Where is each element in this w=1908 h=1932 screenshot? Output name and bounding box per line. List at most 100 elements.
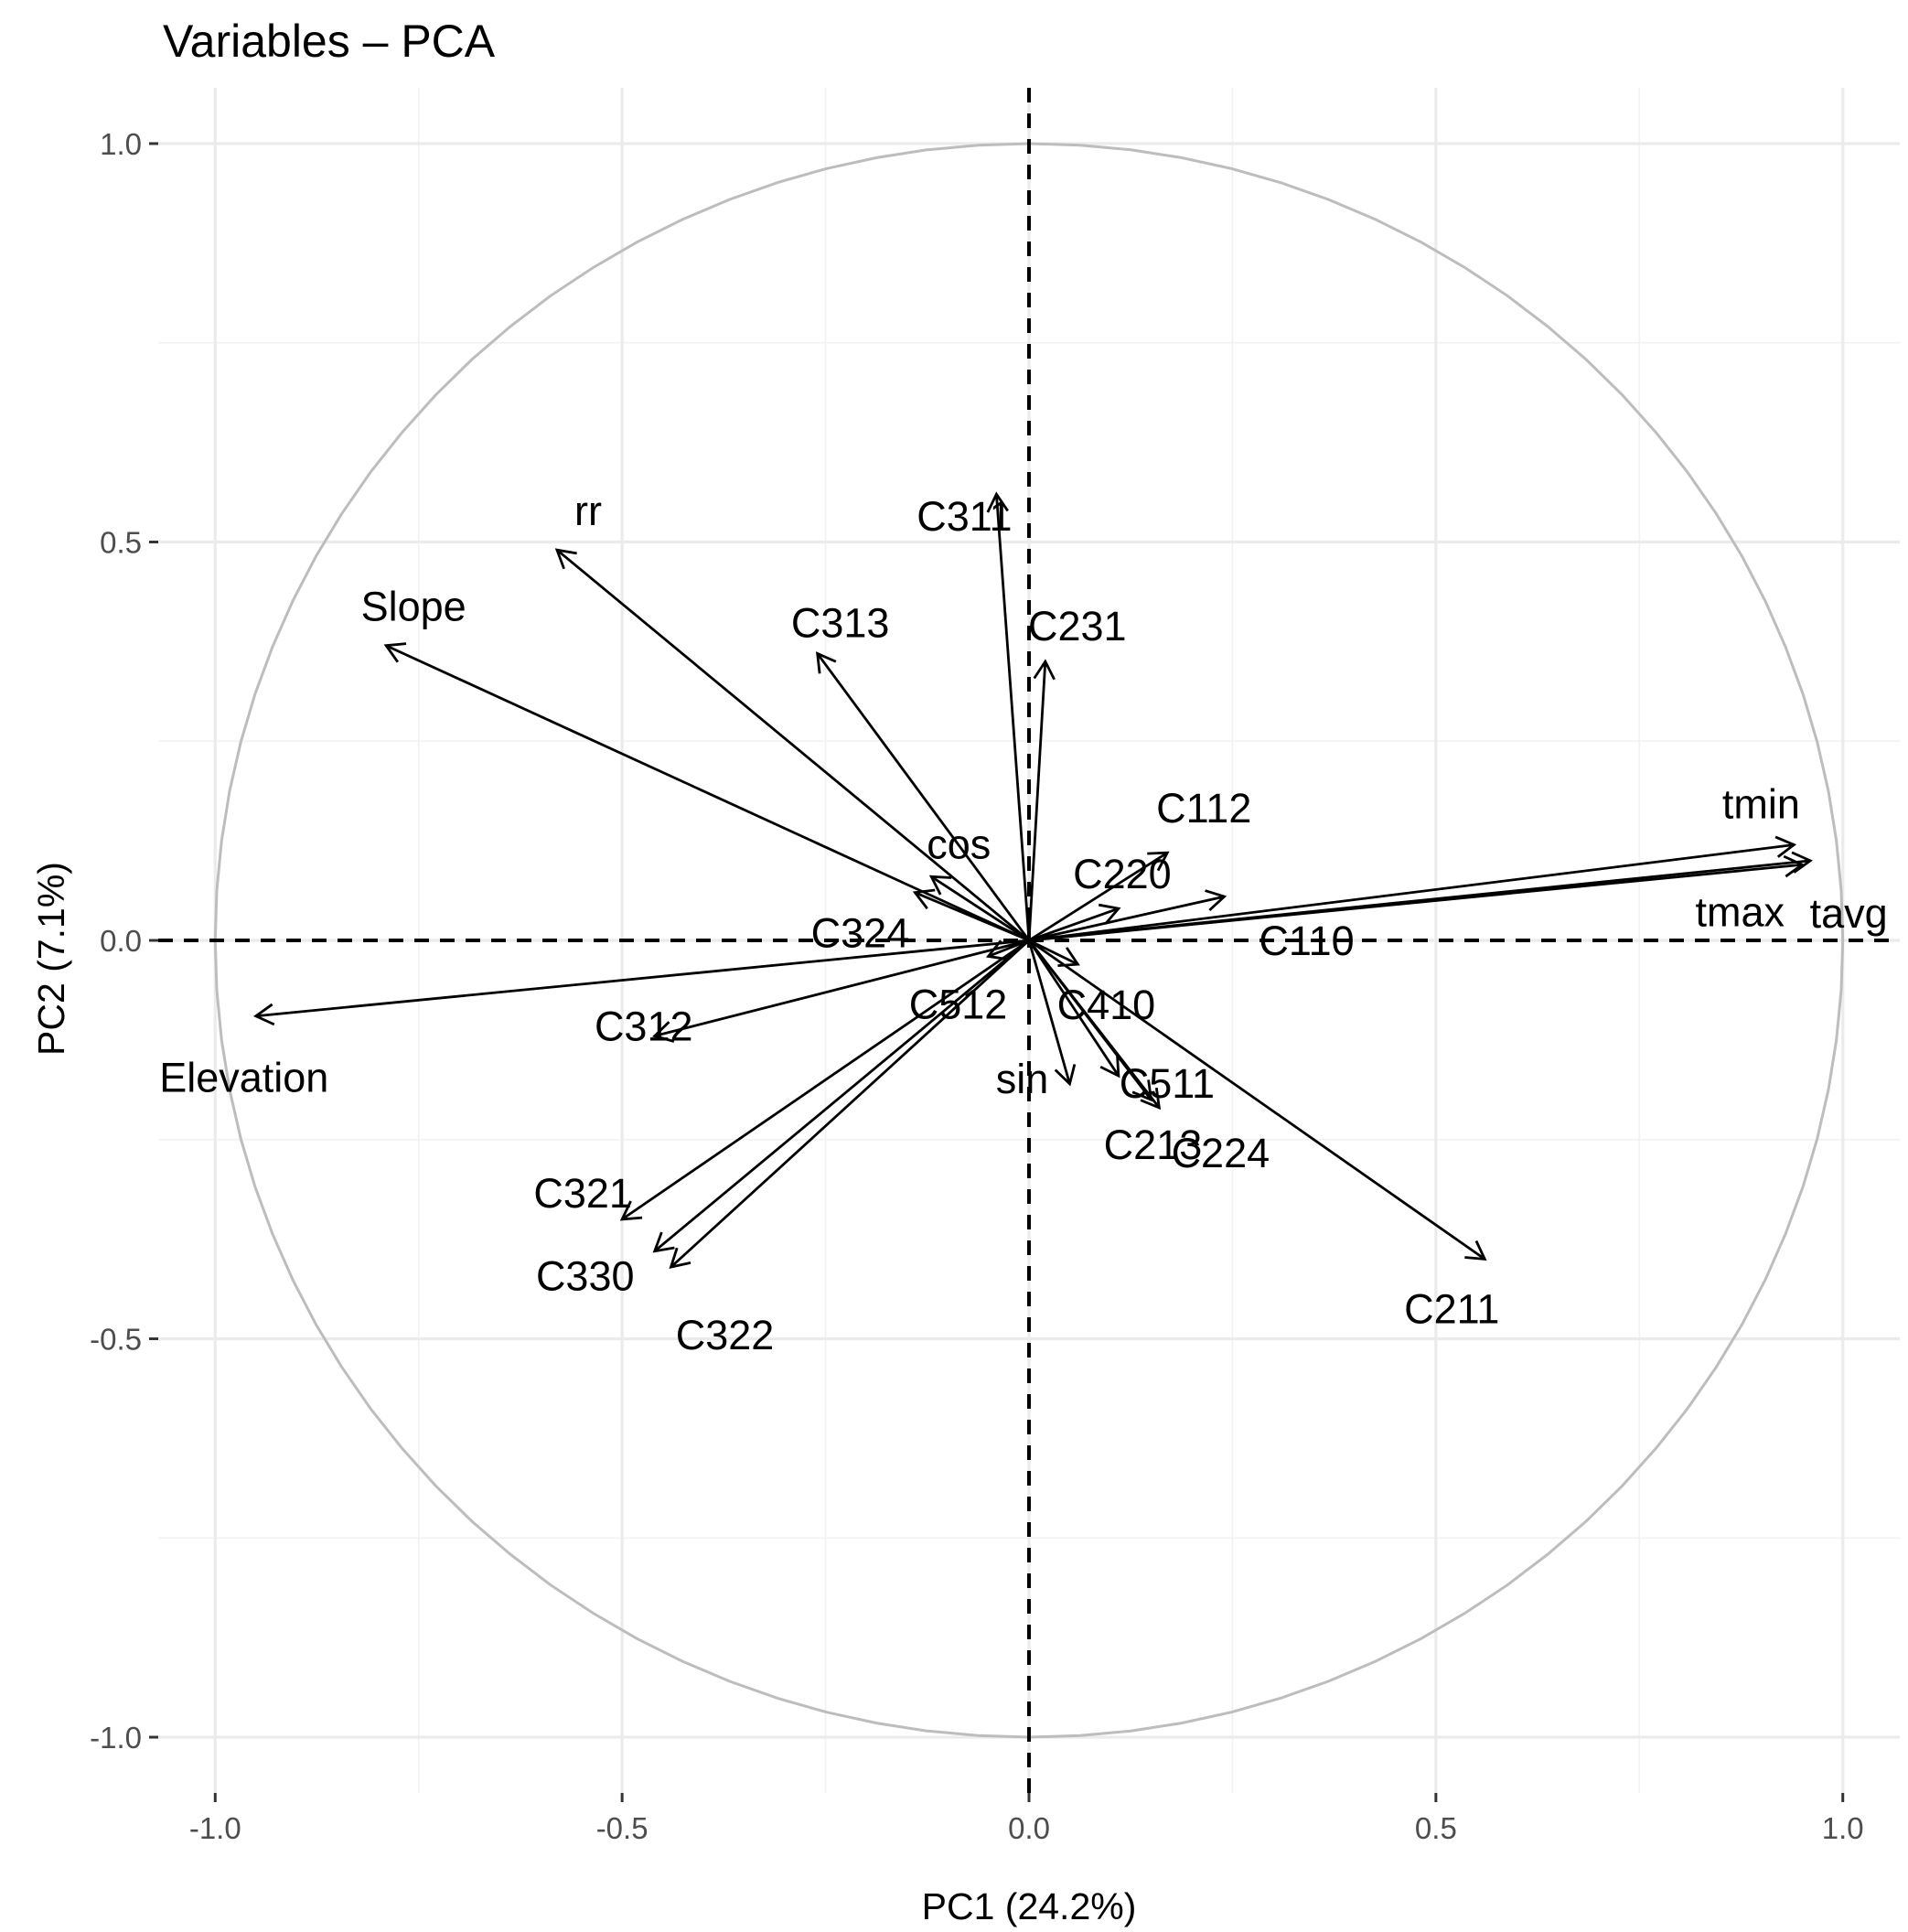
arrow-head xyxy=(1098,903,1121,925)
label-c324: C324 xyxy=(811,910,910,957)
arrow-shaft xyxy=(1028,843,1795,942)
arrow-shaft xyxy=(1028,895,1225,942)
arrow-c330 xyxy=(652,939,1030,1253)
arrow-cos xyxy=(928,875,1030,942)
arrow-shaft xyxy=(1027,661,1047,941)
label-c112: C112 xyxy=(1156,785,1251,832)
y-axis-title: PC2 (7.1%) xyxy=(30,862,72,1056)
arrow-c110 xyxy=(1028,889,1227,942)
arrow-sin xyxy=(1027,939,1077,1087)
x-tick-label: 0.0 xyxy=(1008,1811,1050,1845)
arrow-shaft xyxy=(995,494,1031,941)
label-c211: C211 xyxy=(1404,1285,1499,1332)
arrow-c321 xyxy=(619,939,1030,1221)
arrow-shaft xyxy=(654,939,1030,1037)
label-c322: C322 xyxy=(676,1312,775,1358)
arrow-c211 xyxy=(1028,939,1487,1261)
arrow-shaft xyxy=(670,939,1030,1269)
variable-labels: tmin tmax tavg Elevation Slope rr C311 C313 C231… xyxy=(159,488,1887,1358)
arrow-head xyxy=(1147,851,1170,872)
arrow-tmin xyxy=(1028,835,1797,942)
arrow-shaft xyxy=(255,939,1030,1018)
label-c224: C224 xyxy=(1172,1130,1270,1176)
label-c312: C312 xyxy=(595,1004,693,1050)
arrow-c231 xyxy=(1027,659,1056,941)
arrow-head xyxy=(928,875,952,896)
arrow-head xyxy=(1033,659,1056,681)
arrow-rr xyxy=(554,548,1030,942)
arrow-head xyxy=(1464,1240,1487,1261)
x-tick-label: -1.0 xyxy=(189,1811,241,1845)
arrow-head xyxy=(252,1003,275,1026)
arrow-tavg xyxy=(1028,851,1813,942)
label-c321: C321 xyxy=(533,1170,632,1217)
arrow-c220 xyxy=(1028,903,1121,942)
arrow-shaft xyxy=(1028,852,1169,942)
arrow-shaft xyxy=(1027,939,1071,1085)
label-rr: rr xyxy=(574,488,602,534)
arrow-shaft xyxy=(914,891,1030,942)
arrow-head xyxy=(1791,851,1813,874)
y-tick-label: 0.5 xyxy=(100,525,142,559)
arrow-head xyxy=(669,1247,691,1270)
arrow-c312 xyxy=(652,939,1030,1043)
arrow-c322 xyxy=(669,939,1030,1270)
arrow-shaft xyxy=(1027,939,1120,1077)
arrow-c313 xyxy=(816,651,1031,941)
y-axis: -1.0 -0.5 0.0 0.5 1.0 xyxy=(90,127,158,1755)
y-tick-label: -1.0 xyxy=(90,1721,142,1755)
arrow-c112 xyxy=(1028,851,1170,942)
label-cos: cos xyxy=(927,821,991,867)
arrow-shaft xyxy=(1028,907,1120,942)
arrow-head xyxy=(619,1200,643,1221)
x-tick-label: -0.5 xyxy=(596,1811,649,1845)
variable-arrows xyxy=(252,491,1813,1270)
arrow-head xyxy=(1054,1064,1077,1087)
arrow-shaft xyxy=(1027,939,1161,1109)
arrow-head xyxy=(1099,1056,1120,1079)
arrow-head xyxy=(1140,1087,1162,1111)
x-tick-label: 0.5 xyxy=(1415,1811,1457,1845)
arrow-c324 xyxy=(912,888,1030,942)
arrow-elevation xyxy=(252,939,1030,1026)
label-c512: C512 xyxy=(909,981,1008,1027)
y-tick-label: 1.0 xyxy=(100,127,142,161)
arrow-shaft xyxy=(556,549,1030,942)
arrow-head xyxy=(1783,854,1806,878)
label-elevation: Elevation xyxy=(159,1055,328,1101)
label-c110: C110 xyxy=(1259,918,1354,964)
chart-title: Variables – PCA xyxy=(163,16,496,67)
arrow-shaft xyxy=(653,939,1030,1252)
label-sin: sin xyxy=(996,1056,1049,1102)
arrow-c311 xyxy=(986,491,1031,941)
arrow-shaft xyxy=(385,644,1030,942)
arrow-slope xyxy=(383,642,1030,942)
arrow-head xyxy=(554,548,577,570)
label-c410: C410 xyxy=(1057,982,1156,1028)
label-tmax: tmax xyxy=(1695,888,1785,935)
label-c511: C511 xyxy=(1120,1060,1215,1107)
label-c311: C311 xyxy=(916,493,1012,540)
arrow-head xyxy=(652,1231,675,1253)
x-axis: -1.0 -0.5 0.0 0.5 1.0 xyxy=(189,1793,1864,1845)
y-tick-label: -0.5 xyxy=(90,1323,142,1357)
arrow-head xyxy=(383,642,407,663)
y-tick-label: 0.0 xyxy=(100,924,142,958)
arrow-shaft xyxy=(930,875,1030,942)
arrow-c224 xyxy=(1027,939,1162,1111)
arrow-c511 xyxy=(1027,939,1120,1079)
label-c220: C220 xyxy=(1073,851,1172,897)
label-c213: C213 xyxy=(1104,1122,1203,1168)
x-tick-label: 1.0 xyxy=(1822,1811,1864,1845)
arrow-shaft xyxy=(621,939,1030,1221)
arrow-shaft xyxy=(1028,859,1811,942)
label-c313: C313 xyxy=(791,599,890,646)
arrow-head xyxy=(1205,889,1227,912)
label-c231: C231 xyxy=(1028,603,1127,649)
label-tavg: tavg xyxy=(1810,890,1888,937)
arrow-head xyxy=(1774,835,1797,858)
x-axis-title: PC1 (24.2%) xyxy=(922,1885,1137,1927)
arrow-head xyxy=(652,1021,675,1043)
arrow-head xyxy=(986,491,1009,513)
